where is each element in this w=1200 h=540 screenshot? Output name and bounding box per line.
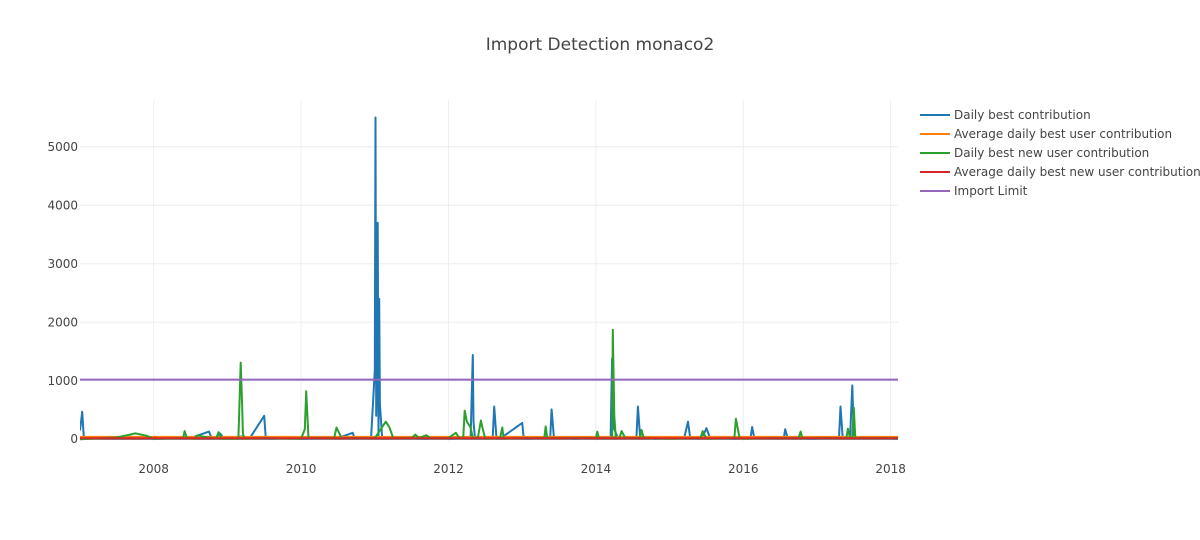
y-tick-label: 1000 xyxy=(47,374,78,388)
x-tick-label: 2014 xyxy=(581,462,612,476)
y-tick-label: 3000 xyxy=(47,257,78,271)
legend-label: Average daily best new user contribution xyxy=(954,165,1200,179)
legend-label: Average daily best user contribution xyxy=(954,127,1172,141)
legend-label: Daily best contribution xyxy=(954,108,1091,122)
grid-layer xyxy=(80,100,898,441)
y-tick-label: 4000 xyxy=(47,198,78,212)
chart-title: Import Detection monaco2 xyxy=(486,35,715,55)
y-tick-label: 2000 xyxy=(47,315,78,329)
axes-layer: 2008 2010 2012 2014 2016 2018 0 1000 2000 3000 400… xyxy=(47,140,905,476)
x-tick-label: 2012 xyxy=(433,462,464,476)
x-tick-label: 2008 xyxy=(138,462,169,476)
legend: Daily best contribution Average daily bes… xyxy=(920,108,1200,198)
series-line-0 xyxy=(80,116,898,440)
series-line-2 xyxy=(80,328,898,441)
x-tick-label: 2016 xyxy=(728,462,759,476)
legend-label: Daily best new user contribution xyxy=(954,146,1149,160)
x-tick-label: 2018 xyxy=(875,462,906,476)
legend-label: Import Limit xyxy=(954,184,1028,198)
y-tick-label: 0 xyxy=(70,432,78,446)
y-tick-label: 5000 xyxy=(47,140,78,154)
x-tick-label: 2010 xyxy=(286,462,317,476)
plot-layer xyxy=(80,116,898,441)
